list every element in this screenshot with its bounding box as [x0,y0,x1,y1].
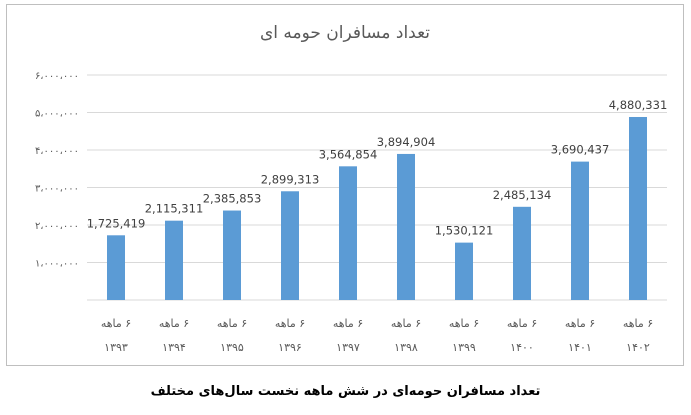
bar [397,153,415,300]
x-tick-label: ۱۴۰۰ [510,341,534,354]
data-label: 2,115,311 [145,202,204,216]
bar [107,235,125,300]
bar [165,220,183,300]
bar [455,242,473,300]
bar [339,166,357,300]
y-tick-label: ۴،۰۰۰،۰۰۰ [35,146,79,157]
bar [281,191,299,300]
x-tick-label: ۶ ماهه [449,317,479,330]
figure-caption: تعداد مسافران حومه‌ای در شش ماهه نخست سا… [150,384,541,399]
x-tick-label: ۱۴۰۲ [626,341,650,354]
y-tick-label: ۱،۰۰۰،۰۰۰ [35,259,79,270]
x-tick-label: ۶ ماهه [391,317,421,330]
bar [629,116,647,301]
chart-frame: تعداد مسافران حومه ای ۱،۰۰۰،۰۰۰ ۲،۰۰۰،۰۰۰… [6,4,684,366]
data-label: 3,690,437 [551,143,610,157]
x-tick-label: ۱۳۹۷ [336,341,360,354]
bar-chart: ۱،۰۰۰،۰۰۰ ۲،۰۰۰،۰۰۰ ۳،۰۰۰،۰۰۰ ۴،۰۰۰،۰۰۰ ۵،۰۰… [35,71,668,354]
x-tick-label: ۱۳۹۸ [394,341,418,354]
x-tick-label: ۱۳۹۵ [220,341,244,354]
bar [223,210,241,300]
x-tick-label: ۶ ماهه [275,317,305,330]
bar [513,206,531,300]
x-tick-label: ۶ ماهه [333,317,363,330]
x-tick-label: ۶ ماهه [507,317,537,330]
x-tick-label: ۱۴۰۱ [568,341,592,354]
x-tick-label: ۱۳۹۴ [162,341,186,354]
x-tick-label: ۶ ماهه [217,317,247,330]
data-label: 1,530,121 [435,224,494,238]
data-label: 4,880,331 [609,98,668,112]
data-label: 2,385,853 [203,192,262,206]
data-label: 2,899,313 [261,172,320,186]
x-tick-label: ۶ ماهه [565,317,595,330]
x-tick-label: ۱۳۹۹ [452,341,476,354]
y-tick-label: ۳،۰۰۰،۰۰۰ [35,184,79,195]
data-label: 3,564,854 [319,147,378,161]
x-tick-label: ۶ ماهه [101,317,131,330]
y-tick-label: ۲،۰۰۰،۰۰۰ [35,221,79,232]
x-tick-label: ۶ ماهه [623,317,653,330]
bar [571,161,589,300]
data-label: 3,894,904 [377,135,436,149]
y-tick-label: ۵،۰۰۰،۰۰۰ [35,109,79,120]
x-tick-label: ۱۳۹۶ [278,341,302,354]
data-label: 2,485,134 [493,188,552,202]
data-label: 1,725,419 [87,216,146,230]
x-tick-label: ۱۳۹۳ [104,341,128,354]
x-tick-label: ۶ ماهه [159,317,189,330]
y-tick-label: ۶،۰۰۰،۰۰۰ [35,71,79,82]
chart-title: تعداد مسافران حومه ای [259,23,431,43]
